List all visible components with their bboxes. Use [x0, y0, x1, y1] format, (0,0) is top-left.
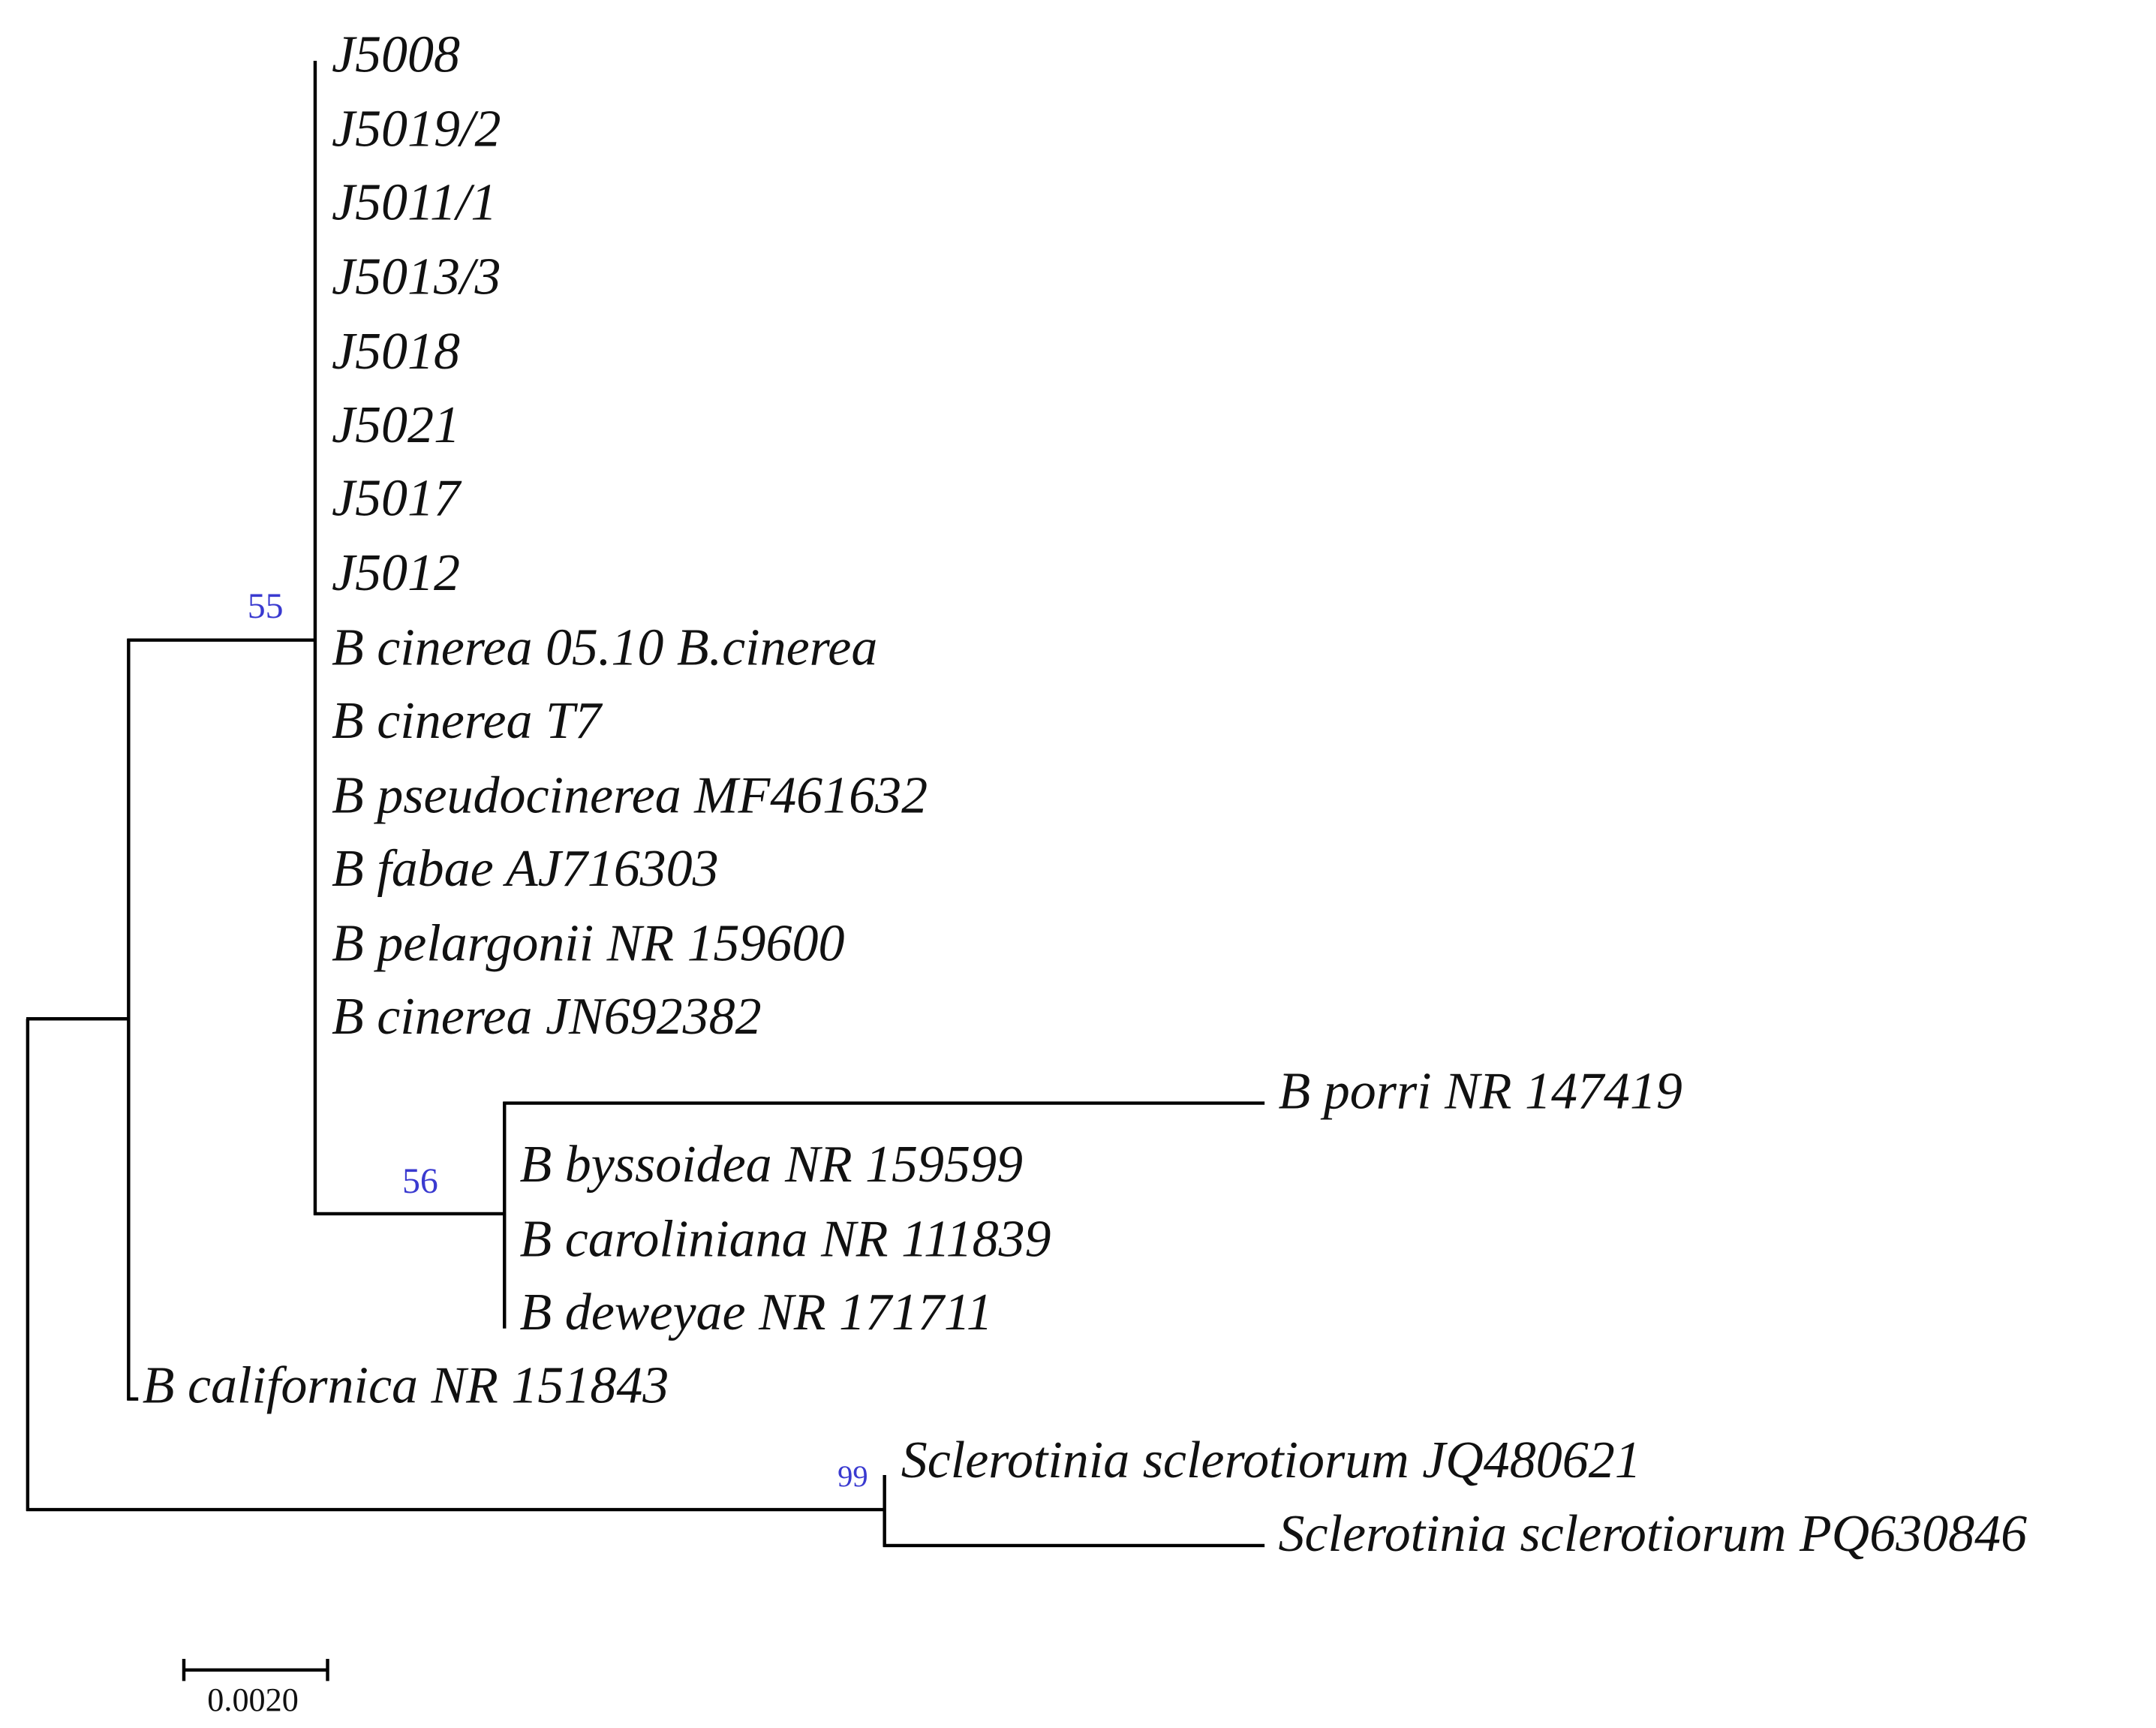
leaf-label: B porri NR 147419 — [1279, 1062, 1682, 1120]
leaf-label: B caroliniana NR 111839 — [519, 1211, 1051, 1269]
branches — [26, 61, 1265, 1548]
leaf-label: J5013/3 — [332, 248, 501, 306]
scale-bar-label: 0.0020 — [207, 1681, 299, 1718]
bootstrap-value: 55 — [248, 586, 284, 626]
leaf-label: B cinerea T7 — [332, 692, 603, 750]
leaf-label: J5019/2 — [332, 101, 501, 158]
bootstrap-values: 55 56 99 — [248, 586, 868, 1493]
leaf-label: Sclerotinia sclerotiorum JQ480621 — [901, 1431, 1641, 1489]
leaf-label: J5012 — [332, 544, 460, 602]
leaf-label: B deweyae NR 171711 — [519, 1284, 992, 1341]
leaf-label: B pseudocinerea MF461632 — [332, 766, 928, 824]
leaf-label: Sclerotinia sclerotiorum PQ630846 — [1279, 1505, 2028, 1563]
leaf-label: J5021 — [332, 396, 460, 454]
leaf-label: B byssoidea NR 159599 — [519, 1136, 1022, 1194]
bootstrap-value: 56 — [402, 1161, 438, 1201]
leaf-label: B cinerea 05.10 B.cinerea — [332, 619, 877, 676]
leaf-label: J5018 — [332, 323, 460, 381]
leaf-label: J5008 — [332, 26, 460, 83]
scale-bar: 0.0020 — [182, 1658, 329, 1718]
leaf-label: B californica NR 151843 — [143, 1357, 669, 1415]
leaf-label: B pelargonii NR 159600 — [332, 914, 844, 972]
leaf-label: J5011/1 — [332, 173, 497, 231]
leaf-label: B cinerea JN692382 — [332, 988, 762, 1046]
leaf-labels: J5008 J5019/2 J5011/1 J5013/3 J5018 J502… — [143, 26, 2027, 1563]
leaf-label: B fabae AJ716303 — [332, 840, 719, 898]
bootstrap-value: 99 — [837, 1459, 868, 1493]
leaf-label: J5017 — [332, 469, 462, 527]
